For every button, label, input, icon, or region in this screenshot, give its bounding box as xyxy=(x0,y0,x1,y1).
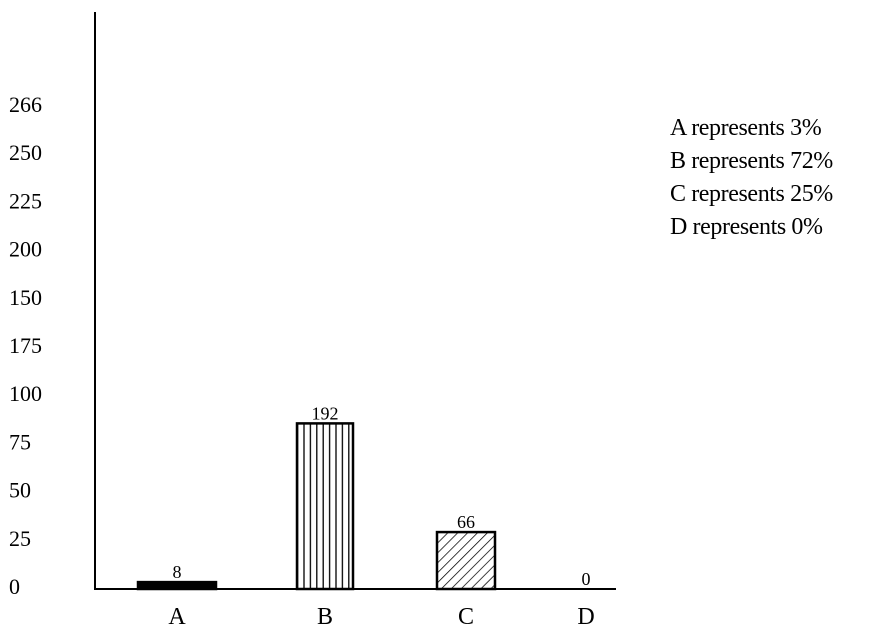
data-label-d: 0 xyxy=(582,569,591,589)
data-label-c: 66 xyxy=(457,512,475,532)
x-tick-label-d: D xyxy=(577,604,594,630)
x-tick-label-a: A xyxy=(168,604,186,630)
y-tick-label: 50 xyxy=(9,478,31,503)
y-tick-label: 200 xyxy=(9,237,42,262)
y-tick-label: 0 xyxy=(9,574,20,599)
legend-item-b: B represents 72% xyxy=(670,148,833,174)
data-label-b: 192 xyxy=(312,403,339,423)
y-tick-label: 266 xyxy=(9,92,42,117)
y-tick-label: 150 xyxy=(9,285,42,310)
y-tick-label: 25 xyxy=(9,526,31,551)
bar-c xyxy=(435,530,497,591)
y-tick-label: 75 xyxy=(9,429,31,454)
legend-item-a: A represents 3% xyxy=(670,115,822,141)
y-tick-label: 100 xyxy=(9,381,42,406)
x-tick-label-c: C xyxy=(458,604,474,630)
data-label-a: 8 xyxy=(173,562,182,582)
x-tick-label-b: B xyxy=(317,604,333,630)
legend-item-c: C represents 25% xyxy=(670,181,833,207)
bar-a xyxy=(136,580,218,591)
y-tick-label: 250 xyxy=(9,140,42,165)
y-tick-label: 225 xyxy=(9,188,42,213)
legend: A represents 3% B represents 72% C repre… xyxy=(670,112,833,244)
legend-item-d: D represents 0% xyxy=(670,214,823,240)
y-tick-label: 175 xyxy=(9,333,42,358)
bar-b xyxy=(295,422,355,591)
